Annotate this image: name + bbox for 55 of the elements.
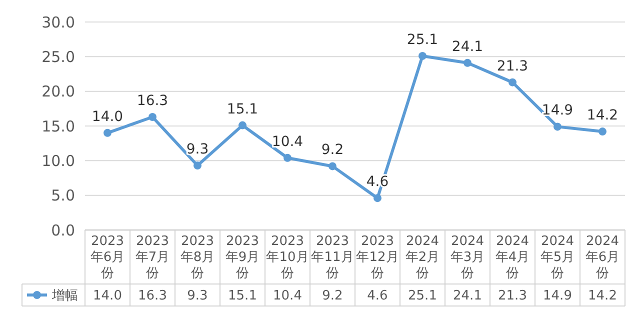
text: 14.9 (542, 102, 574, 119)
data-label: 25.1 (408, 288, 437, 304)
y-tick-label: 30.0 (42, 13, 75, 32)
data-label: 21.3 (498, 288, 527, 304)
y-tick-label: 25.0 (42, 48, 75, 66)
x-tick-label: 2024年4月份 (495, 234, 530, 281)
point (554, 122, 562, 131)
text: 25.1 (406, 32, 438, 48)
point (238, 121, 246, 130)
y-tick-label: 10.0 (42, 152, 75, 170)
y-tick-label: 20.0 (42, 82, 75, 101)
data-label: 14.2 (588, 288, 617, 304)
x-tick-label: 2023年9月份 (225, 234, 260, 281)
data-label: 9.2 (322, 288, 343, 304)
y-tick-label: 5.0 (51, 186, 75, 205)
data-label: 15.1 (228, 288, 257, 304)
data-label: 14.9 (543, 288, 572, 304)
point (418, 52, 426, 60)
legend-label: 增幅 (51, 288, 78, 304)
data-label: 14.0 (93, 288, 122, 304)
point (284, 154, 292, 162)
x-tick-label: 2023年12月份 (356, 234, 399, 281)
x-tick-label: 2024年5月份 (540, 234, 575, 281)
data-label: 9.3 (187, 288, 208, 304)
x-tick-label: 2023年6月份 (90, 234, 125, 281)
point (374, 194, 382, 202)
data-label: 4.6 (367, 288, 388, 304)
text: 15.1 (226, 101, 258, 118)
x-tick-label: 2023年8月份 (180, 234, 215, 281)
point (328, 162, 336, 170)
x-tick-label: 2024年6月份 (585, 234, 620, 281)
y-tick-label: 0.0 (51, 221, 75, 240)
text: 21.3 (496, 58, 528, 74)
text: 9.2 (321, 142, 344, 158)
point (464, 58, 472, 67)
data-label: 16.3 (138, 288, 167, 304)
text: 14.2 (586, 108, 618, 124)
text: 24.1 (452, 38, 484, 55)
y-tick-label: 15.0 (42, 117, 75, 136)
point (598, 128, 606, 136)
text: 10.4 (272, 134, 304, 150)
x-tick-label: 2023年10月份 (266, 234, 309, 281)
x-tick-label: 2023年11月份 (311, 234, 354, 281)
data-label: 24.1 (453, 288, 482, 304)
point (148, 112, 156, 121)
point (194, 162, 202, 170)
x-tick-label: 2024年3月份 (450, 234, 485, 281)
text: 14.0 (92, 108, 124, 125)
x-tick-label: 2023年7月份 (135, 234, 170, 281)
text: 16.3 (136, 92, 168, 109)
text: 9.3 (186, 142, 209, 158)
point (104, 128, 112, 137)
x-tick-label: 2024年2月份 (405, 234, 440, 281)
point (508, 78, 516, 86)
data-label: 10.4 (273, 288, 302, 304)
